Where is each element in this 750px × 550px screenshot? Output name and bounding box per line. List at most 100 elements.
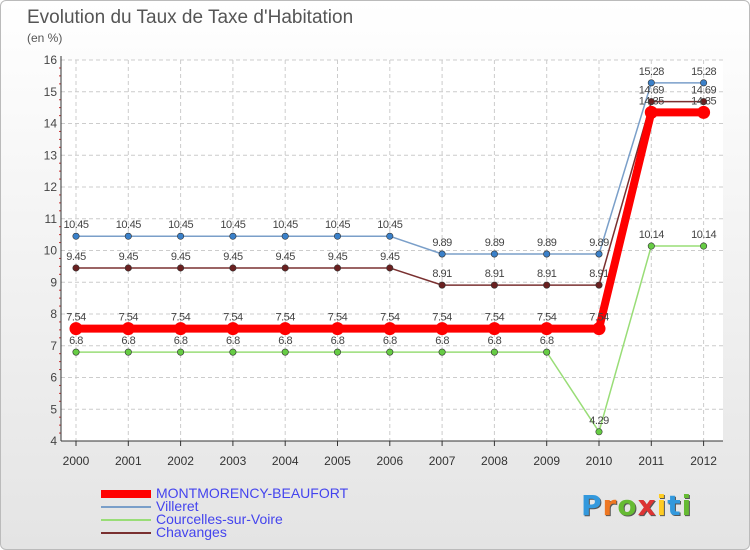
data-label: 7.54 — [223, 312, 243, 324]
data-point — [647, 98, 655, 106]
y-tick-label: 9 — [50, 275, 57, 289]
data-point — [543, 281, 551, 289]
y-tick-label: 4 — [50, 434, 57, 448]
data-point — [174, 322, 188, 336]
x-tick-label: 2007 — [429, 454, 456, 468]
data-point — [177, 264, 185, 272]
data-point — [72, 264, 80, 272]
data-label: 9.89 — [537, 237, 557, 249]
data-point — [124, 232, 132, 240]
data-label: 14.69 — [691, 85, 716, 97]
data-point — [592, 322, 606, 336]
data-point — [229, 232, 237, 240]
data-label: 10.14 — [639, 229, 664, 241]
data-point — [490, 250, 498, 258]
data-label: 6.8 — [121, 335, 135, 347]
data-point — [644, 105, 658, 119]
data-point — [487, 322, 501, 336]
data-label: 6.8 — [488, 335, 502, 347]
legend-swatch — [101, 490, 151, 498]
data-point — [595, 428, 603, 436]
legend-item: Villeret — [101, 498, 421, 515]
data-label: 6.8 — [383, 335, 397, 347]
data-point — [435, 322, 449, 336]
proxiti-logo: Proxiti — [581, 489, 693, 522]
legend-swatch — [101, 532, 151, 534]
y-tick-label: 12 — [44, 180, 58, 194]
data-point — [595, 250, 603, 258]
data-point — [177, 348, 185, 356]
data-label: 15.28 — [639, 66, 664, 78]
data-point — [383, 322, 397, 336]
x-tick-label: 2012 — [690, 454, 717, 468]
data-label: 9.45 — [223, 251, 243, 263]
data-point — [386, 232, 394, 240]
data-point — [700, 79, 708, 87]
data-label: 10.45 — [168, 219, 193, 231]
y-tick-label: 14 — [44, 117, 58, 131]
data-label: 7.54 — [171, 312, 191, 324]
data-point — [490, 348, 498, 356]
legend-item: Chavanges — [101, 524, 421, 541]
data-label: 7.54 — [380, 312, 400, 324]
data-label: 7.54 — [66, 312, 86, 324]
legend-swatch — [101, 506, 151, 508]
data-label: 10.45 — [273, 219, 298, 231]
x-tick-label: 2009 — [533, 454, 560, 468]
data-label: 10.45 — [116, 219, 141, 231]
data-point — [438, 250, 446, 258]
y-tick-label: 6 — [50, 371, 57, 385]
data-label: 7.54 — [432, 312, 452, 324]
x-tick-label: 2001 — [115, 454, 142, 468]
data-label: 9.45 — [380, 251, 400, 263]
data-label: 8.91 — [537, 268, 557, 280]
data-point — [697, 105, 711, 119]
data-label: 6.8 — [331, 335, 345, 347]
x-tick-label: 2011 — [638, 454, 664, 468]
data-point — [647, 242, 655, 250]
data-point — [333, 264, 341, 272]
data-label: 8.91 — [485, 268, 505, 280]
legend-label: Villeret — [156, 498, 199, 514]
y-tick-label: 8 — [50, 307, 57, 321]
data-label: 10.45 — [220, 219, 245, 231]
data-label: 6.8 — [226, 335, 240, 347]
data-point — [229, 348, 237, 356]
data-label: 6.8 — [540, 335, 554, 347]
y-tick-label: 10 — [44, 244, 58, 258]
data-label: 9.89 — [432, 237, 452, 249]
data-label: 14.35 — [691, 95, 716, 107]
data-point — [281, 348, 289, 356]
legend-label: MONTMORENCY-BEAUFORT — [156, 485, 349, 501]
data-point — [543, 250, 551, 258]
legend-item: Courcelles-sur-Voire — [101, 511, 421, 528]
x-tick-label: 2008 — [481, 454, 508, 468]
data-point — [229, 264, 237, 272]
data-point — [386, 348, 394, 356]
data-point — [72, 348, 80, 356]
data-point — [438, 348, 446, 356]
data-point — [490, 281, 498, 289]
data-label: 7.54 — [589, 312, 609, 324]
data-point — [595, 281, 603, 289]
data-label: 8.91 — [589, 268, 609, 280]
chart-title: Evolution du Taux de Taxe d'Habitation — [27, 7, 354, 28]
data-point — [124, 264, 132, 272]
data-point — [278, 322, 292, 336]
legend-swatch — [101, 519, 151, 521]
y-tick-label: 5 — [50, 402, 57, 416]
data-label: 14.35 — [639, 95, 664, 107]
data-label: 4.29 — [589, 415, 609, 427]
data-point — [72, 232, 80, 240]
chart-subtitle: (en %) — [27, 31, 63, 45]
data-label: 8.91 — [432, 268, 452, 280]
data-label: 6.8 — [69, 335, 83, 347]
x-tick-label: 2006 — [376, 454, 403, 468]
data-point — [438, 281, 446, 289]
data-label: 9.45 — [66, 251, 86, 263]
y-tick-label: 15 — [44, 85, 58, 99]
data-label: 9.45 — [119, 251, 139, 263]
data-point — [333, 348, 341, 356]
